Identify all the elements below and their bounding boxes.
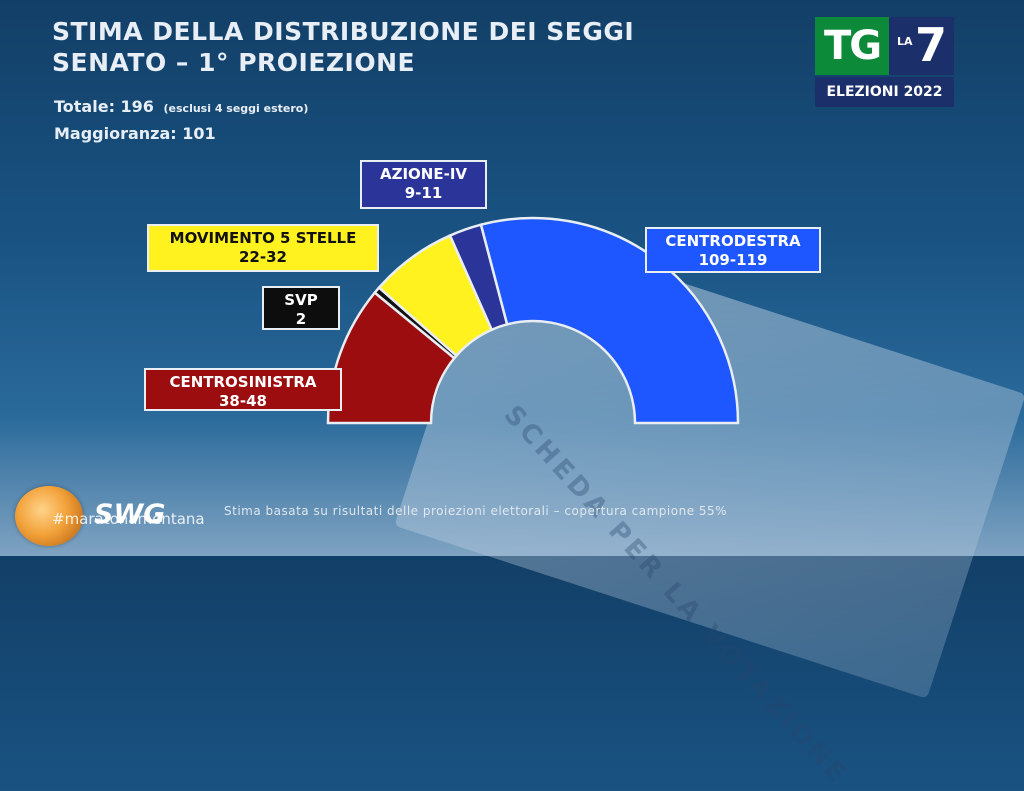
label-azione-name: AZIONE-IV bbox=[379, 165, 468, 183]
label-svp-range: 2 bbox=[295, 310, 307, 328]
page-title: STIMA DELLA DISTRIBUZIONE DEI SEGGI SENA… bbox=[52, 16, 634, 78]
label-m5s-range: 22-32 bbox=[239, 248, 287, 266]
logo-la7: LA 7 bbox=[889, 17, 954, 75]
logo-elezioni: ELEZIONI 2022 bbox=[815, 77, 954, 107]
label-centrosinistra-name: CENTROSINISTRA bbox=[169, 373, 317, 391]
label-svp-name: SVP bbox=[284, 291, 318, 309]
logo-tg: TG bbox=[815, 17, 889, 75]
label-m5s: MOVIMENTO 5 STELLE 22-32 bbox=[147, 224, 379, 272]
slice-centrodestra bbox=[479, 216, 740, 425]
logo-la: LA bbox=[897, 35, 913, 48]
label-m5s-name: MOVIMENTO 5 STELLE bbox=[169, 229, 357, 247]
swg-logo-icon bbox=[15, 486, 83, 546]
footer-bar: SWG #maratonamentana Stima basata su ris… bbox=[0, 472, 1024, 556]
title-line-2: SENATO – 1° PROIEZIONE bbox=[52, 48, 416, 77]
label-centrodestra-name: CENTRODESTRA bbox=[665, 232, 801, 250]
label-centrosinistra: CENTROSINISTRA 38-48 bbox=[144, 368, 342, 411]
footnote: Stima basata su risultati delle proiezio… bbox=[224, 504, 728, 518]
totale-label: Totale: 196 bbox=[54, 97, 154, 116]
hashtag: #maratonamentana bbox=[52, 510, 205, 528]
label-centrosinistra-range: 38-48 bbox=[219, 392, 267, 410]
label-centrodestra: CENTRODESTRA 109-119 bbox=[645, 227, 821, 273]
totale-note: (esclusi 4 seggi estero) bbox=[163, 102, 309, 115]
totale-row: Totale: 196 (esclusi 4 seggi estero) bbox=[54, 94, 308, 121]
label-centrodestra-range: 109-119 bbox=[698, 251, 768, 269]
swg-brand: SWG bbox=[94, 499, 166, 530]
logo-seven: 7 bbox=[915, 18, 948, 72]
maggioranza-label: Maggioranza: 101 bbox=[54, 124, 216, 143]
title-line-1: STIMA DELLA DISTRIBUZIONE DEI SEGGI bbox=[52, 17, 635, 46]
label-azione-range: 9-11 bbox=[404, 184, 443, 202]
tg-la7-logo: TG LA 7 ELEZIONI 2022 bbox=[815, 17, 954, 107]
label-azione: AZIONE-IV 9-11 bbox=[360, 160, 487, 209]
label-svp: SVP 2 bbox=[262, 286, 340, 330]
seat-totals: Totale: 196 (esclusi 4 seggi estero) Mag… bbox=[54, 94, 308, 146]
seat-chart bbox=[326, 216, 740, 425]
